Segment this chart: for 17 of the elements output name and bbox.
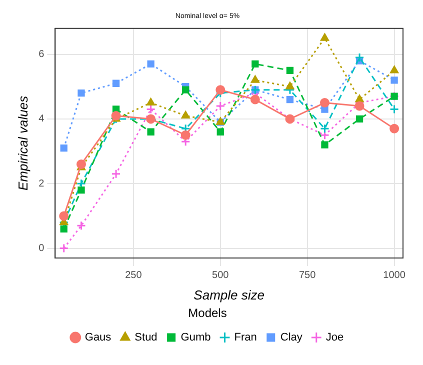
- legend-label: Gumb: [180, 332, 211, 344]
- x-tick-label: 250: [125, 270, 142, 281]
- legend-label: Joe: [326, 332, 344, 344]
- y-tick-label: 4: [38, 114, 45, 125]
- x-tick-label: 750: [299, 270, 316, 281]
- legend-label: Fran: [234, 332, 257, 344]
- legend-label: Stud: [134, 332, 158, 344]
- legend-label: Clay: [280, 332, 303, 344]
- x-tick-label: 500: [212, 270, 230, 281]
- x-tick-label: 1000: [383, 270, 406, 281]
- legend-title: Models: [188, 306, 227, 320]
- y-tick-label: 0: [38, 243, 45, 254]
- y-axis-title: Empirical values: [15, 95, 30, 191]
- x-axis-title: Sample size: [194, 287, 264, 302]
- y-tick-label: 6: [38, 49, 45, 60]
- legend-label: Gaus: [84, 332, 112, 344]
- y-tick-label: 2: [38, 178, 45, 190]
